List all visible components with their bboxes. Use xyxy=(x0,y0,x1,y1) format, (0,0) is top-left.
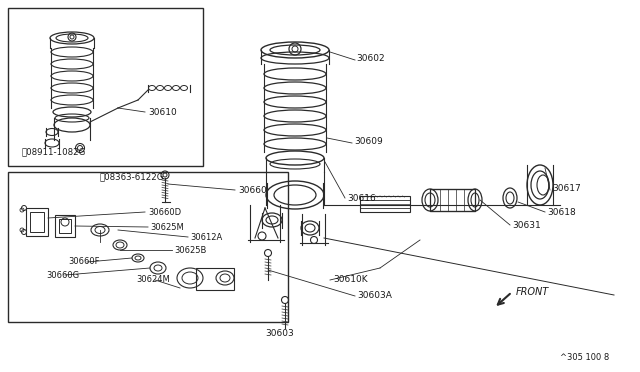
Text: 30631: 30631 xyxy=(512,221,541,230)
Text: 30625B: 30625B xyxy=(174,246,206,254)
Text: 30603: 30603 xyxy=(266,330,294,339)
Bar xyxy=(55,215,75,237)
Text: Ⓢ08363-6122G: Ⓢ08363-6122G xyxy=(100,173,164,182)
Text: 30609: 30609 xyxy=(354,137,383,145)
Bar xyxy=(26,208,48,236)
Text: 30602: 30602 xyxy=(356,54,385,62)
Text: 30612A: 30612A xyxy=(190,232,222,241)
Text: 30660D: 30660D xyxy=(148,208,181,217)
Text: 30660F: 30660F xyxy=(68,257,99,266)
Bar xyxy=(59,219,71,233)
Bar xyxy=(8,172,288,322)
Text: FRONT: FRONT xyxy=(516,287,549,297)
Text: 30660G: 30660G xyxy=(46,270,79,279)
Text: ^305 100 8: ^305 100 8 xyxy=(560,353,609,362)
Text: 30610: 30610 xyxy=(148,108,177,116)
Text: 30616: 30616 xyxy=(347,193,376,202)
Text: 30603A: 30603A xyxy=(357,292,392,301)
Bar xyxy=(30,212,44,232)
Text: 30618: 30618 xyxy=(547,208,576,217)
Bar xyxy=(8,8,203,166)
Text: 30624M: 30624M xyxy=(136,276,170,285)
Text: 30610K: 30610K xyxy=(333,276,367,285)
Text: 30617: 30617 xyxy=(552,183,580,192)
Text: 30625M: 30625M xyxy=(150,222,184,231)
Text: ⓝ08911-1082G: ⓝ08911-1082G xyxy=(22,148,86,157)
Bar xyxy=(430,189,475,211)
Bar xyxy=(360,196,410,212)
Bar xyxy=(360,200,410,208)
Text: 30660: 30660 xyxy=(238,186,267,195)
Bar xyxy=(196,268,234,290)
